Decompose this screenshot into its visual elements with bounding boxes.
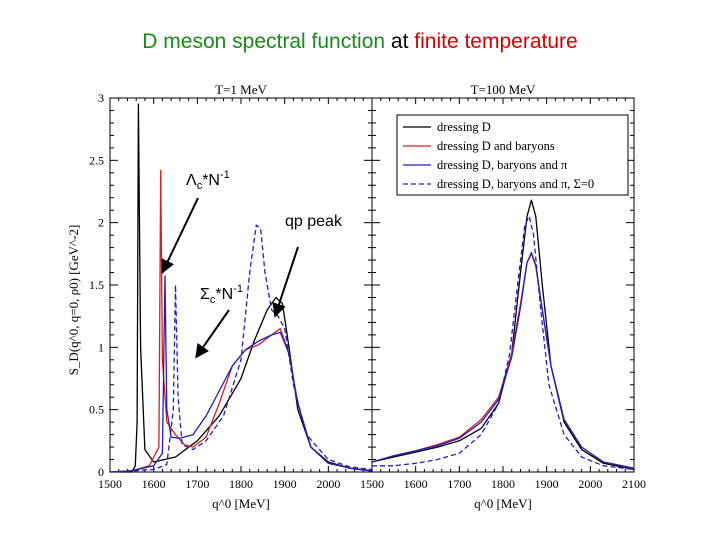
y-tick-label: 0.5 [89, 403, 104, 417]
x-tick-label: 1600 [142, 477, 166, 491]
x-tick-label: 1800 [491, 477, 515, 491]
annotation-arrow-lambda [161, 197, 199, 274]
x-tick-label: 1900 [273, 477, 297, 491]
panel-title: T=1 MeV [215, 82, 267, 97]
annotation-arrow-sigma [195, 309, 230, 359]
annotation-sup: -1 [233, 283, 243, 295]
y-tick-label: 3 [98, 91, 104, 105]
annotation-qp: qp peak [285, 213, 343, 230]
x-tick-label: 1500 [98, 477, 122, 491]
annotation-mid: *N [202, 172, 220, 189]
x-tick-label: 1800 [229, 477, 253, 491]
series-line-3 [371, 251, 635, 469]
x-tick-label: 1600 [404, 477, 428, 491]
panel-title: T=100 MeV [471, 82, 536, 97]
annotation-sigma: Σc*N-1 [200, 283, 243, 306]
annotation-sup: -1 [220, 169, 230, 181]
annotation-base: Λ [186, 172, 197, 189]
annotation-arrow-qp [272, 246, 299, 318]
slide-title: D meson spectral function at finite temp… [0, 30, 720, 54]
series-line-2 [371, 253, 635, 469]
panel-2: T=100 MeV 1500 1600 1700 1800 1900 2000 2100 [360, 82, 646, 491]
title-part-temperature: finite temperature [414, 30, 578, 53]
series-line-1 [110, 103, 373, 473]
y-tick-label: 1.5 [89, 278, 104, 292]
x-tick-label: 2000 [316, 477, 340, 491]
x-axis-label-1: q^0 [MeV] [212, 496, 270, 511]
x-tick-label: 1500 [360, 477, 384, 491]
panel-1: T=1 MeV 1500 1600 1700 1800 1900 2000 0 0.5 1 1.5 2… [89, 82, 373, 491]
series-line-3 [109, 275, 373, 473]
legend-label-2: dressing D and baryons [437, 139, 555, 153]
title-part-at: at [385, 30, 415, 53]
annotation-sub: c [210, 294, 216, 306]
annotation-sub: c [197, 180, 203, 192]
x-tick-label: 2000 [578, 477, 602, 491]
x-axis-label-2: q^0 [MeV] [474, 496, 532, 511]
legend-box [396, 114, 629, 196]
x-tick-label: 2100 [622, 477, 646, 491]
annotation-mid: *N [215, 286, 233, 303]
y-tick-label: 2 [98, 216, 104, 230]
annotation-lambda: Λc*N-1 [186, 169, 230, 192]
y-tick-label: 0 [98, 465, 104, 479]
x-tick-label: 1700 [185, 477, 209, 491]
annotation-base: Σ [200, 286, 210, 303]
legend-label-3: dressing D, baryons and π [437, 158, 568, 172]
legend: dressing D dressing D and baryons dressing… [396, 114, 629, 196]
x-tick-label: 1900 [535, 477, 559, 491]
series-line-4 [372, 215, 635, 471]
legend-label-1: dressing D [437, 120, 491, 134]
series-line-4 [109, 224, 373, 473]
y-tick-label: 1 [98, 340, 104, 354]
series-line-1 [371, 199, 635, 471]
y-tick-label: 2.5 [89, 153, 104, 167]
legend-label-4: dressing D, baryons and π, Σ=0 [437, 177, 594, 191]
title-part-spectral: D meson spectral function [142, 30, 386, 53]
x-tick-label: 1700 [447, 477, 471, 491]
y-axis-label: S_D(q^0, q=0, ρ0) [GeV^-2] [66, 225, 81, 376]
